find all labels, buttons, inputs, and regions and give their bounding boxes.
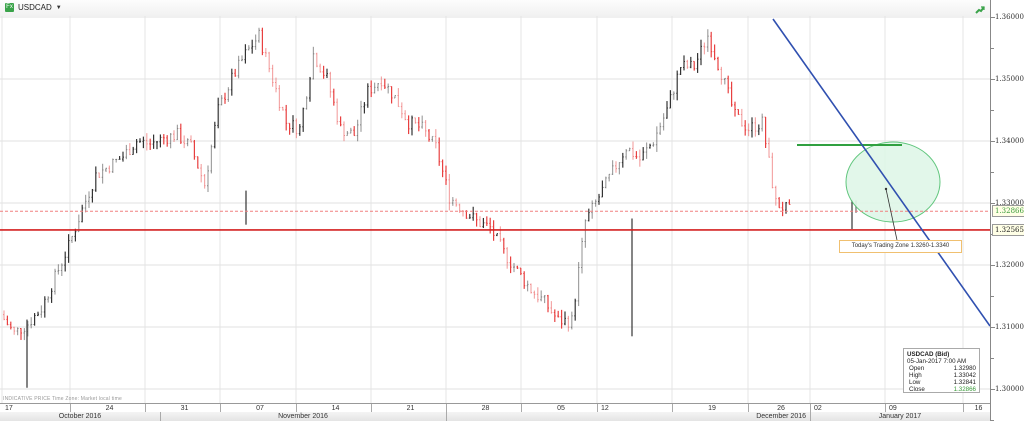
chart-plot-area[interactable] <box>0 0 990 403</box>
week-tick-label: 28 <box>446 404 521 413</box>
month-label: November 2016 <box>278 413 328 420</box>
trading-zone-annotation: Today's Trading Zone 1.3260-1.3340 <box>839 240 962 253</box>
caret-down-icon[interactable]: ▼ <box>55 4 62 11</box>
info-row-close: Close 1.32866 <box>909 386 976 393</box>
price-tick <box>991 389 995 390</box>
week-tick-label: 26 <box>748 404 810 413</box>
info-row-low: Low 1.32841 <box>909 379 976 386</box>
fx-icon: Fx <box>5 3 14 12</box>
price-tick-label: 1.31000 <box>995 323 1024 331</box>
info-title: USDCAD (Bid) <box>907 351 950 358</box>
week-tick-label: 21 <box>371 404 446 413</box>
info-row-high: High 1.33042 <box>909 372 976 379</box>
price-tick <box>991 265 995 266</box>
week-tick-label: 24 <box>70 404 145 413</box>
footnote: INDICATIVE PRICE Time Zone: Market local… <box>3 396 122 402</box>
price-chart[interactable] <box>0 0 990 403</box>
last-price-badge: 1.32866 <box>992 205 1024 218</box>
week-tick-label: 12 <box>597 404 672 413</box>
week-tick-label: 09 <box>885 404 963 413</box>
chart-header: Fx USDCAD ▼ <box>0 0 990 16</box>
support-price-badge: 1.32565 <box>992 223 1024 236</box>
date-axis-months[interactable]: October 2016 November 2016 December 2016 Ja… <box>0 412 990 421</box>
info-datetime: 05-Jan-2017 7:00 AM <box>907 358 967 365</box>
month-label: January 2017 <box>878 413 922 420</box>
month-label: October 2016 <box>58 413 102 420</box>
week-tick-label: 14 <box>296 404 371 413</box>
price-tick-label: 1.33000 <box>995 199 1024 207</box>
price-tick-label: 1.34000 <box>995 137 1024 145</box>
week-tick-label: 17 <box>5 405 13 412</box>
price-tick <box>991 141 995 142</box>
price-tick <box>991 79 995 80</box>
week-tick-label: 16 <box>963 404 990 413</box>
symbol-selector[interactable]: Fx USDCAD ▼ <box>5 3 62 12</box>
week-tick-label: 31 <box>145 404 220 413</box>
week-tick-label: 19 <box>672 404 748 413</box>
price-tick-label: 1.32000 <box>995 261 1024 269</box>
price-axis[interactable]: 1.36000 1.35000 1.34000 1.33000 1.32000 1.310… <box>990 0 1024 421</box>
price-tick <box>991 327 995 328</box>
price-tick <box>991 17 995 18</box>
week-tick-label: 02 <box>810 404 885 413</box>
week-tick-label: 07 <box>220 404 296 413</box>
info-row-open: Open 1.32980 <box>909 365 976 372</box>
week-tick-label: 05 <box>521 404 597 413</box>
trend-icon[interactable] <box>975 6 985 14</box>
price-tick-label: 1.30000 <box>995 385 1024 393</box>
ohlc-info-box: USDCAD (Bid) 05-Jan-2017 7:00 AM Open 1.3… <box>903 348 980 393</box>
price-tick <box>991 203 995 204</box>
price-tick-label: 1.36000 <box>995 13 1024 21</box>
price-tick-label: 1.35000 <box>995 75 1024 83</box>
month-label: December 2016 <box>756 413 806 420</box>
symbol-label: USDCAD <box>18 3 52 12</box>
